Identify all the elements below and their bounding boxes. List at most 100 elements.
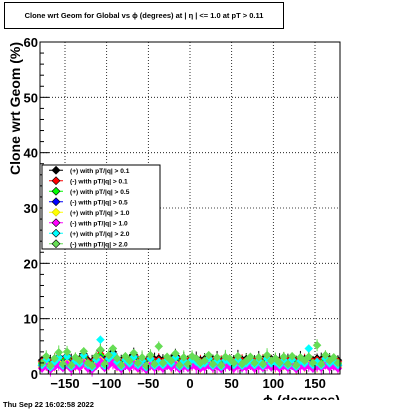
legend-label: (-) with pT/|q| > 1.0 — [70, 220, 128, 227]
data-point — [229, 358, 239, 368]
data-point — [321, 350, 330, 360]
x-tick-label: 0 — [186, 376, 193, 391]
data-point — [71, 353, 80, 362]
data-point — [262, 350, 272, 360]
data-point — [304, 344, 314, 353]
grid-lines — [40, 42, 340, 374]
y-tick-label: 10 — [24, 312, 38, 327]
legend-marker — [51, 218, 61, 228]
data-point — [104, 350, 114, 360]
data-point — [329, 353, 339, 362]
data-point — [158, 358, 168, 368]
data-point — [204, 350, 214, 360]
y-tick-label: 30 — [24, 201, 38, 216]
data-point — [333, 358, 343, 368]
data-point — [62, 347, 72, 357]
data-point — [79, 346, 89, 356]
data-point — [137, 353, 147, 362]
data-point — [150, 359, 159, 369]
legend-label: (-) with pT/|q| > 0.1 — [70, 178, 128, 185]
data-point — [179, 353, 189, 362]
legend-label: (-) with pT/|q| > 2.0 — [70, 241, 128, 248]
data-point — [66, 360, 76, 370]
x-axis-label: ϕ (degrees) — [263, 392, 340, 400]
chart-plot: −150 −100 −50 0 50 100 150 0 10 20 30 40 50 60 Clone … — [7, 35, 343, 400]
data-point — [166, 356, 176, 366]
data-point — [191, 354, 201, 363]
legend-marker — [51, 186, 61, 196]
data-point — [96, 335, 105, 345]
data-point — [287, 351, 297, 361]
y-tick-label: 50 — [24, 90, 38, 105]
data-point — [146, 350, 155, 360]
data-point — [62, 351, 72, 361]
data-point — [254, 353, 264, 362]
data-point — [279, 352, 289, 362]
data-point — [233, 351, 243, 361]
y-tick-label: 20 — [24, 256, 38, 271]
y-axis-label: Clone wrt Geom (%) — [7, 42, 23, 175]
y-tick-label: 40 — [24, 146, 38, 161]
data-point — [208, 359, 218, 369]
legend-label: (+) with pT/|q| > 0.1 — [70, 168, 130, 175]
data-point — [216, 360, 226, 370]
data-point — [116, 360, 126, 370]
x-tick-label: −150 — [50, 376, 79, 391]
data-point — [283, 359, 293, 369]
data-point — [54, 348, 64, 357]
data-point — [125, 356, 134, 366]
legend-marker — [51, 239, 61, 249]
y-tick-label: 0 — [31, 367, 38, 382]
x-tick-label: 50 — [224, 376, 238, 391]
data-point — [246, 352, 255, 362]
data-point — [212, 353, 222, 362]
data-point — [308, 358, 318, 368]
chart-title: Clone wrt Geom for Global vs ϕ (degrees)… — [24, 11, 264, 20]
data-point — [304, 352, 314, 362]
legend-label: (-) with pT/|q| > 0.5 — [70, 199, 128, 206]
data-point — [183, 359, 193, 369]
data-point — [316, 359, 326, 369]
chart-title-box: Clone wrt Geom for Global vs ϕ (degrees)… — [4, 2, 284, 29]
data-point — [200, 356, 209, 366]
data-point — [58, 359, 68, 369]
legend-marker — [51, 228, 61, 238]
x-tick-label: −100 — [92, 376, 121, 391]
data-point — [112, 354, 122, 363]
data-point — [250, 358, 259, 368]
legend-marker — [51, 176, 61, 186]
data-point — [171, 349, 180, 358]
data-point — [275, 358, 284, 368]
legend-label: (+) with pT/|q| > 1.0 — [70, 210, 130, 217]
legend: (+) with pT/|q| > 0.1 (-) with pT/|q| > 0… — [41, 164, 161, 250]
legend-box — [41, 164, 161, 250]
legend-label: (+) with pT/|q| > 0.5 — [70, 189, 130, 196]
data-point — [50, 354, 59, 363]
data-point — [258, 359, 268, 369]
data-point — [41, 351, 51, 361]
x-tick-label: −50 — [137, 376, 159, 391]
data-point — [225, 354, 234, 363]
data-point — [291, 360, 301, 370]
data-point — [46, 361, 55, 371]
data-point — [154, 341, 164, 351]
legend-marker — [51, 197, 61, 207]
x-tick-label: 150 — [304, 376, 326, 391]
data-point — [175, 360, 184, 370]
legend-marker — [51, 207, 61, 217]
axis-tick-labels: −150 −100 −50 0 50 100 150 0 10 20 30 40 50 60 — [24, 35, 326, 391]
x-tick-label: 100 — [262, 376, 284, 391]
data-point — [91, 351, 101, 361]
legend-label: (+) with pT/|q| > 2.0 — [70, 231, 130, 238]
data-point — [121, 351, 130, 361]
data-point — [129, 348, 139, 358]
data-point — [96, 345, 105, 355]
data-point — [221, 352, 230, 362]
data-point — [108, 344, 118, 353]
legend-marker — [51, 165, 61, 175]
y-tick-label: 60 — [24, 35, 38, 50]
footer-timestamp: Thu Sep 22 16:02:58 2022 — [3, 400, 94, 409]
data-point — [133, 358, 143, 368]
data-point — [75, 356, 84, 366]
data-point — [87, 361, 97, 371]
